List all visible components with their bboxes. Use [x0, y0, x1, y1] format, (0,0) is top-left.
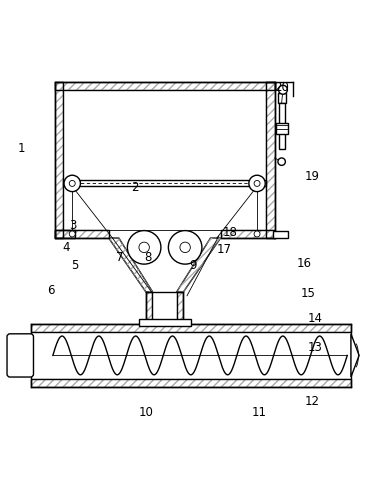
Circle shape	[69, 180, 75, 187]
FancyBboxPatch shape	[7, 334, 34, 377]
Text: 2: 2	[131, 181, 139, 194]
Bar	[55, 82, 63, 238]
Bar	[55, 82, 275, 90]
Bar	[55, 82, 275, 90]
Polygon shape	[351, 334, 359, 377]
Text: 18: 18	[223, 226, 237, 239]
Text: 1: 1	[18, 142, 25, 155]
Text: 10: 10	[139, 406, 153, 419]
Circle shape	[279, 85, 287, 94]
Bar	[177, 292, 183, 324]
Bar	[55, 82, 63, 238]
Text: 5: 5	[71, 260, 79, 273]
Bar	[55, 230, 75, 238]
Polygon shape	[109, 238, 153, 292]
Bar	[279, 103, 285, 149]
Bar	[63, 180, 266, 187]
Bar	[177, 292, 183, 324]
Bar	[55, 230, 109, 238]
Bar	[273, 231, 288, 238]
Circle shape	[69, 231, 75, 237]
Bar	[55, 230, 109, 238]
Bar	[266, 82, 275, 238]
Circle shape	[180, 242, 190, 252]
Circle shape	[249, 175, 265, 191]
Bar	[31, 324, 351, 332]
Text: 12: 12	[304, 395, 319, 408]
Bar	[63, 90, 266, 230]
Circle shape	[139, 242, 149, 252]
Text: 13: 13	[308, 341, 323, 355]
Bar	[31, 379, 351, 387]
Bar	[276, 123, 288, 134]
Bar	[31, 324, 351, 332]
Bar	[31, 379, 351, 387]
Bar	[146, 292, 152, 324]
Bar	[221, 230, 275, 238]
Text: 6: 6	[47, 284, 55, 297]
Bar	[221, 230, 275, 238]
Text: 11: 11	[252, 406, 267, 419]
Polygon shape	[177, 238, 221, 292]
Text: 9: 9	[189, 260, 196, 273]
Text: 20: 20	[275, 81, 289, 94]
Circle shape	[128, 231, 161, 264]
Circle shape	[278, 158, 285, 165]
Text: 16: 16	[297, 256, 312, 270]
Bar	[55, 230, 75, 238]
Text: 15: 15	[301, 287, 316, 300]
Text: 17: 17	[217, 243, 232, 256]
Circle shape	[254, 231, 260, 237]
Bar	[266, 82, 275, 238]
Circle shape	[64, 175, 80, 191]
Bar	[138, 319, 191, 326]
Text: 4: 4	[62, 241, 70, 254]
Bar	[152, 292, 177, 324]
Bar	[278, 93, 286, 103]
Bar	[146, 292, 152, 324]
Text: 8: 8	[144, 251, 151, 264]
Bar	[31, 332, 351, 379]
Text: 19: 19	[304, 170, 319, 183]
Text: 7: 7	[116, 251, 124, 264]
Text: 14: 14	[308, 312, 323, 325]
Text: 3: 3	[70, 218, 77, 231]
Circle shape	[168, 231, 202, 264]
Circle shape	[254, 180, 260, 187]
